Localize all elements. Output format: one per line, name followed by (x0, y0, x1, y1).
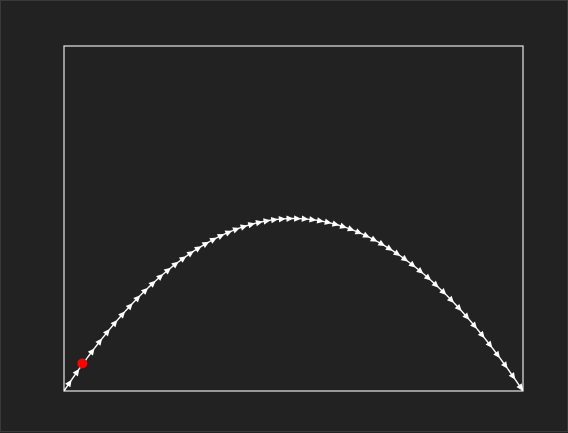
trajectory-arrowhead (186, 251, 194, 258)
trajectory-arrowhead (286, 215, 293, 221)
trajectory-arrowhead (263, 218, 270, 224)
trajectory-arrowhead (324, 219, 332, 225)
trajectory-arrowhead (65, 380, 72, 388)
trajectory-arrowhead (501, 361, 508, 369)
trajectory-arrowhead (255, 220, 263, 226)
trajectory-arrowhead (232, 227, 240, 233)
trajectory-arrowhead (393, 249, 401, 256)
trajectory-arrowhead (240, 225, 248, 231)
trajectory-arrowhead (516, 383, 523, 391)
trajectory-arrowhead (88, 348, 95, 356)
projectile-marker (77, 358, 87, 368)
trajectory-arrowhead (385, 244, 393, 250)
trajectory-arrows (64, 215, 523, 391)
trajectory-arrowhead (317, 217, 324, 223)
trajectory-arrowhead (179, 256, 187, 263)
trajectory-arrowhead (294, 215, 301, 221)
trajectory-arrowhead (302, 216, 309, 222)
trajectory-arrowhead (194, 246, 202, 252)
trajectory-arrowhead (309, 216, 316, 222)
trajectory-arrowhead (509, 372, 516, 380)
trajectory-arrowhead (493, 351, 500, 359)
trajectory-arrowhead (271, 217, 278, 223)
trajectory-arrowhead (279, 216, 286, 222)
trajectory-arrowhead (401, 255, 409, 262)
trajectory-arrowhead (73, 369, 80, 377)
trajectory-arrowhead (347, 225, 355, 231)
trajectory-arrowhead (339, 223, 347, 229)
